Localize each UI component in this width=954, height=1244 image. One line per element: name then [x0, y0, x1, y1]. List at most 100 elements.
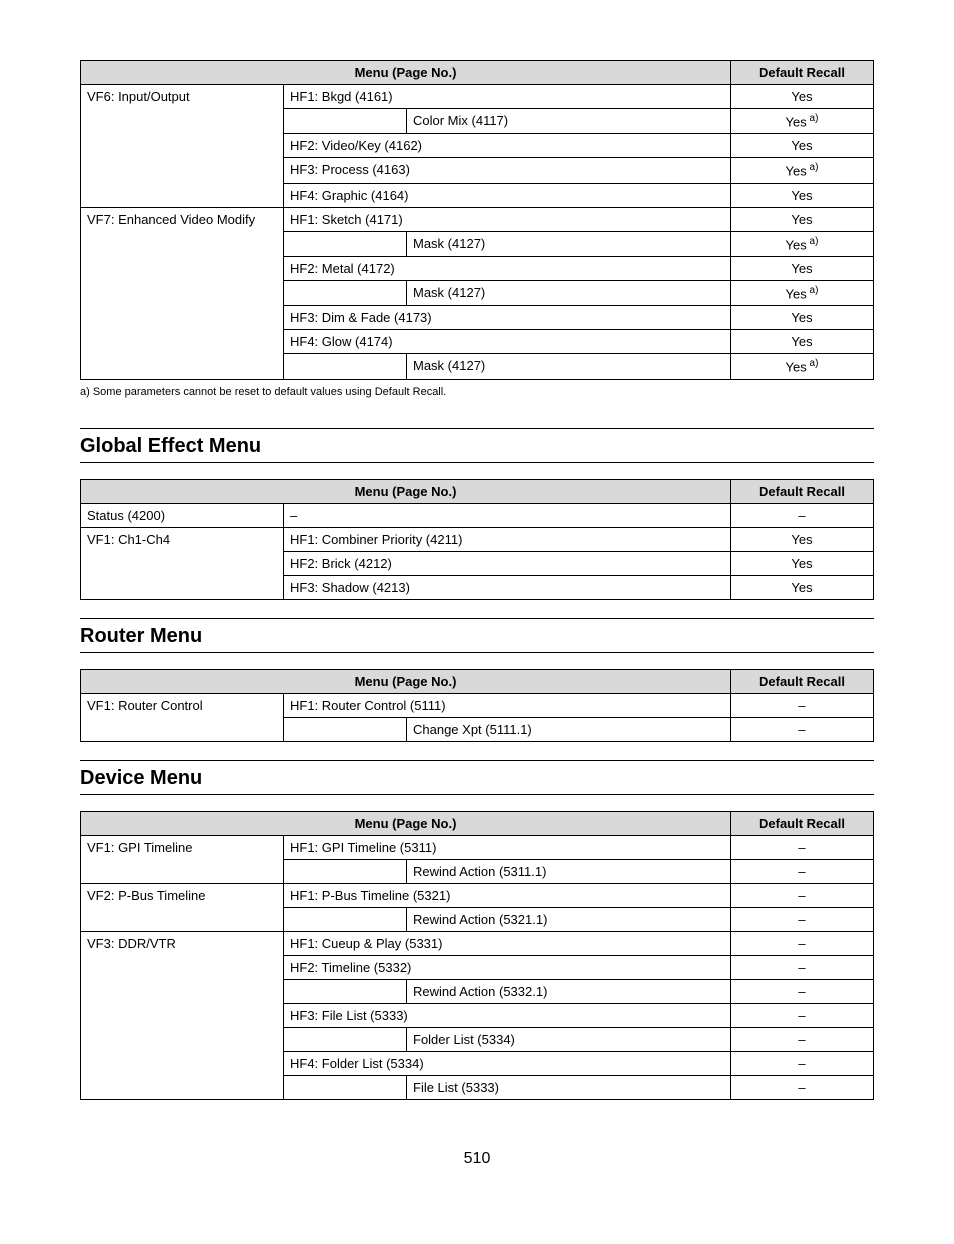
- recall-value: Yes: [731, 575, 874, 599]
- menu-level2: HF1: Router Control (5111): [284, 693, 731, 717]
- recall-value: Yes: [731, 134, 874, 158]
- recall-value: –: [731, 1075, 874, 1099]
- recall-value: –: [731, 503, 874, 527]
- menu-level2: HF3: Process (4163): [284, 158, 731, 183]
- table4-body: VF1: GPI TimelineHF1: GPI Timeline (5311…: [81, 835, 874, 1099]
- indent-spacer: [284, 907, 407, 931]
- menu-level1: Status (4200): [81, 503, 284, 527]
- recall-value: –: [731, 979, 874, 1003]
- recall-value: –: [731, 1051, 874, 1075]
- menu-table-4: Menu (Page No.) Default Recall VF1: GPI …: [80, 811, 874, 1100]
- menu-level2: HF2: Video/Key (4162): [284, 134, 731, 158]
- menu-level2: HF1: Sketch (4171): [284, 207, 731, 231]
- recall-value: Yes: [731, 330, 874, 354]
- menu-level2: HF3: Shadow (4213): [284, 575, 731, 599]
- table3-body: VF1: Router ControlHF1: Router Control (…: [81, 693, 874, 741]
- indent-spacer: [284, 354, 407, 379]
- menu-level3: Mask (4127): [407, 354, 731, 379]
- footnote-a: a) Some parameters cannot be reset to de…: [80, 386, 874, 398]
- menu-table-1: Menu (Page No.) Default Recall VF6: Inpu…: [80, 60, 874, 380]
- menu-level1: VF2: P-Bus Timeline: [81, 883, 284, 931]
- col-menu-header: Menu (Page No.): [81, 811, 731, 835]
- menu-level1: VF1: GPI Timeline: [81, 835, 284, 883]
- menu-level2: –: [284, 503, 731, 527]
- recall-value: Yes: [731, 306, 874, 330]
- recall-value: Yes a): [731, 280, 874, 305]
- footnote-ref: a): [807, 285, 819, 296]
- indent-spacer: [284, 280, 407, 305]
- recall-value: Yes: [731, 527, 874, 551]
- col-menu-header: Menu (Page No.): [81, 61, 731, 85]
- indent-spacer: [284, 1027, 407, 1051]
- recall-value: –: [731, 859, 874, 883]
- menu-level2: HF3: Dim & Fade (4173): [284, 306, 731, 330]
- section-router: Router Menu: [80, 618, 874, 653]
- recall-value: Yes a): [731, 158, 874, 183]
- menu-level3: Mask (4127): [407, 280, 731, 305]
- menu-level3: Rewind Action (5311.1): [407, 859, 731, 883]
- menu-level3: Mask (4127): [407, 231, 731, 256]
- indent-spacer: [284, 109, 407, 134]
- section-device: Device Menu: [80, 760, 874, 795]
- recall-value: –: [731, 883, 874, 907]
- recall-value: Yes a): [731, 354, 874, 379]
- table2-body: Status (4200)––VF1: Ch1-Ch4HF1: Combiner…: [81, 503, 874, 599]
- recall-value: Yes: [731, 183, 874, 207]
- menu-level3: Color Mix (4117): [407, 109, 731, 134]
- menu-table-3: Menu (Page No.) Default Recall VF1: Rout…: [80, 669, 874, 742]
- footnote-ref: a): [807, 162, 819, 173]
- menu-level2: HF3: File List (5333): [284, 1003, 731, 1027]
- recall-value: Yes: [731, 551, 874, 575]
- menu-level1: VF1: Ch1-Ch4: [81, 527, 284, 599]
- menu-level2: HF2: Timeline (5332): [284, 955, 731, 979]
- menu-level2: HF4: Folder List (5334): [284, 1051, 731, 1075]
- col-recall-header: Default Recall: [731, 61, 874, 85]
- menu-level2: HF2: Brick (4212): [284, 551, 731, 575]
- recall-value: –: [731, 931, 874, 955]
- recall-value: –: [731, 1003, 874, 1027]
- table1-body: VF6: Input/OutputHF1: Bkgd (4161)YesColo…: [81, 85, 874, 380]
- col-menu-header: Menu (Page No.): [81, 479, 731, 503]
- recall-value: –: [731, 693, 874, 717]
- indent-spacer: [284, 859, 407, 883]
- col-recall-header: Default Recall: [731, 479, 874, 503]
- recall-value: Yes: [731, 207, 874, 231]
- menu-level2: HF1: GPI Timeline (5311): [284, 835, 731, 859]
- menu-level2: HF4: Glow (4174): [284, 330, 731, 354]
- col-recall-header: Default Recall: [731, 669, 874, 693]
- menu-level3: Rewind Action (5321.1): [407, 907, 731, 931]
- indent-spacer: [284, 1075, 407, 1099]
- menu-level1: VF1: Router Control: [81, 693, 284, 741]
- recall-value: –: [731, 835, 874, 859]
- recall-value: –: [731, 955, 874, 979]
- menu-level1: VF7: Enhanced Video Modify: [81, 207, 284, 379]
- recall-value: Yes: [731, 256, 874, 280]
- page-number: 510: [80, 1150, 874, 1168]
- menu-level2: HF1: Cueup & Play (5331): [284, 931, 731, 955]
- col-menu-header: Menu (Page No.): [81, 669, 731, 693]
- menu-level3: File List (5333): [407, 1075, 731, 1099]
- footnote-ref: a): [807, 236, 819, 247]
- recall-value: Yes a): [731, 109, 874, 134]
- recall-value: –: [731, 907, 874, 931]
- menu-level2: HF4: Graphic (4164): [284, 183, 731, 207]
- col-recall-header: Default Recall: [731, 811, 874, 835]
- menu-level2: HF2: Metal (4172): [284, 256, 731, 280]
- menu-level3: Rewind Action (5332.1): [407, 979, 731, 1003]
- menu-level3: Folder List (5334): [407, 1027, 731, 1051]
- menu-level2: HF1: P-Bus Timeline (5321): [284, 883, 731, 907]
- recall-value: –: [731, 717, 874, 741]
- menu-level3: Change Xpt (5111.1): [407, 717, 731, 741]
- footnote-ref: a): [807, 113, 819, 124]
- recall-value: Yes: [731, 85, 874, 109]
- menu-level1: VF3: DDR/VTR: [81, 931, 284, 1099]
- recall-value: Yes a): [731, 231, 874, 256]
- indent-spacer: [284, 717, 407, 741]
- menu-level2: HF1: Bkgd (4161): [284, 85, 731, 109]
- recall-value: –: [731, 1027, 874, 1051]
- footnote-ref: a): [807, 358, 819, 369]
- menu-level1: VF6: Input/Output: [81, 85, 284, 208]
- indent-spacer: [284, 231, 407, 256]
- menu-level2: HF1: Combiner Priority (4211): [284, 527, 731, 551]
- indent-spacer: [284, 979, 407, 1003]
